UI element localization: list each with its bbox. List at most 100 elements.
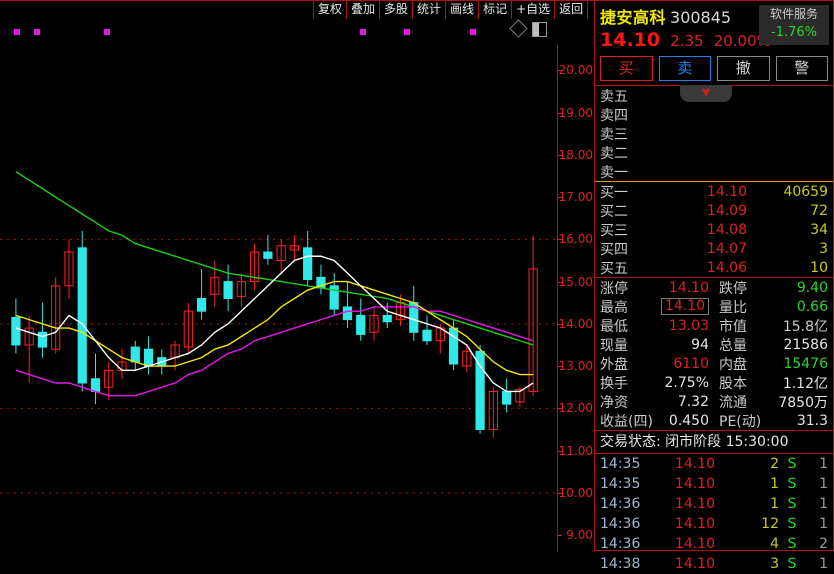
divider	[595, 453, 833, 454]
ask-row[interactable]: 卖四	[595, 105, 833, 124]
toolbar-item-fuquan[interactable]: 复权	[313, 1, 348, 19]
price-change: 2.35	[670, 32, 704, 50]
stat-value: 13.03	[668, 317, 709, 334]
axis-tick	[558, 366, 562, 368]
buy-button[interactable]: 买	[600, 56, 653, 81]
stat-row: 净资 7.32 流通 7850万	[595, 392, 833, 411]
tick-volume: 12	[761, 516, 779, 532]
bid-row[interactable]: 买五 14.06 10	[595, 258, 833, 277]
tick-row[interactable]: 14:36 14.10 4 S 2	[595, 534, 833, 554]
stat-cell: 最高 14.10	[595, 297, 714, 317]
tick-list[interactable]: 14:35 14.10 2 S 1 14:35 14.10 1 S 1 14:36 14.10 1 S 1 1…	[595, 454, 833, 574]
toolbar-item-duogu[interactable]: 多股	[380, 1, 414, 19]
chart-marker-row	[0, 19, 557, 45]
bid-row[interactable]: 买二 14.09 72	[595, 201, 833, 220]
cancel-order-button[interactable]: 撤	[717, 56, 770, 81]
stock-name: 捷安高科	[600, 8, 667, 27]
bid-row[interactable]: 买四 14.07 3	[595, 239, 833, 258]
stat-key: 市值	[719, 318, 747, 335]
toolbar-item-biaoji[interactable]: 标记	[479, 1, 513, 19]
ask-row[interactable]: 卖三	[595, 124, 833, 143]
stat-key: 最低	[600, 318, 628, 335]
sector-badge[interactable]: 软件服务 -1.76%	[759, 5, 829, 45]
axis-tick	[558, 535, 562, 537]
toolbar-item-diejia[interactable]: 叠加	[347, 1, 381, 19]
chevron-down-icon[interactable]: ▼	[680, 85, 732, 102]
sell-button[interactable]: 卖	[658, 56, 711, 81]
tick-time: 14:35	[600, 476, 641, 492]
axis-label: 20.00	[558, 63, 593, 78]
axis-tick	[558, 239, 562, 241]
ask-row[interactable]: 卖二	[595, 143, 833, 162]
trade-button-row[interactable]: 买 卖 撤 警	[595, 51, 833, 85]
axis-tick	[558, 408, 562, 410]
tick-row[interactable]: 14:35 14.10 1 S 1	[595, 474, 833, 494]
stat-cell: 现量 94	[595, 335, 714, 355]
divider	[595, 277, 833, 278]
tick-row[interactable]: 14:36 14.10 12 S 1	[595, 514, 833, 534]
statistics-block: 涨停 14.10 跌停 9.40 最高 14.10 量比 0.66 最低 13.03 市值 15.8亿…	[595, 278, 833, 430]
bid-label: 买三	[600, 222, 628, 239]
price-change-pct: 20.00%	[713, 32, 771, 50]
tick-row[interactable]: 14:35 14.10 2 S 1	[595, 454, 833, 474]
book-divider	[595, 181, 833, 182]
bid-volume: 34	[810, 221, 828, 238]
ask-row[interactable]: 卖五	[595, 86, 833, 105]
tick-row[interactable]: 14:38 14.10 3 S 1	[595, 554, 833, 574]
stat-value: 0.450	[668, 412, 709, 429]
candlestick-plot[interactable]	[0, 45, 557, 552]
chart-marker	[470, 29, 476, 35]
axis-tick	[558, 492, 562, 494]
toolbar-item-back[interactable]: 返回	[555, 1, 589, 19]
tick-row[interactable]: 14:36 14.10 1 S 1	[595, 494, 833, 514]
axis-label: 19.00	[558, 105, 593, 120]
toolbar-item-add-watchlist[interactable]: +自选	[512, 1, 556, 19]
bid-volume: 3	[819, 240, 828, 257]
alert-button[interactable]: 警	[775, 56, 828, 81]
bid-row[interactable]: 买三 14.08 34	[595, 220, 833, 239]
stat-cell: 换手 2.75%	[595, 373, 714, 393]
chart-panel[interactable]: 复权 叠加 多股 统计 画线 标记 +自选 返回 20.00 19.00 18.00…	[0, 0, 595, 552]
stat-key: 收益(四)	[600, 413, 653, 430]
bid-label: 买一	[600, 184, 628, 201]
quote-panel[interactable]: 捷安高科 300845 14.10 2.35 20.00% 软件服务 -1.76%…	[595, 0, 834, 572]
stat-key: 跌停	[719, 280, 747, 297]
stat-row: 外盘 6110 内盘 15476	[595, 354, 833, 373]
stat-key: 内盘	[719, 356, 747, 373]
tick-price: 14.10	[674, 556, 715, 572]
ask-row[interactable]: 卖一	[595, 162, 833, 181]
tick-side: S	[787, 536, 797, 552]
stat-row: 现量 94 总量 21586	[595, 335, 833, 354]
tick-time: 14:36	[600, 516, 641, 532]
axis-label: 9.00	[566, 528, 593, 543]
tick-price: 14.10	[674, 476, 715, 492]
order-book-bids: 买一 14.10 40659 买二 14.09 72 买三 14.08 34 买…	[595, 182, 833, 277]
tick-time: 14:36	[600, 496, 641, 512]
tick-price: 14.10	[674, 516, 715, 532]
stock-title-row: 捷安高科 300845	[600, 4, 828, 28]
stat-cell: 收益(四) 0.450	[595, 411, 714, 431]
bid-volume: 40659	[783, 183, 828, 200]
tick-volume: 4	[770, 536, 779, 552]
stat-value: 15.8亿	[782, 318, 828, 335]
stat-key: 外盘	[600, 356, 628, 373]
bid-volume: 10	[810, 259, 828, 276]
ask-label: 卖四	[600, 107, 628, 124]
toolbar-item-huaxian[interactable]: 画线	[446, 1, 480, 19]
tick-volume: 1	[770, 496, 779, 512]
quote-header: 捷安高科 300845 14.10 2.35 20.00% 软件服务 -1.76%	[595, 1, 833, 51]
bid-label: 买二	[600, 203, 628, 220]
sector-name: 软件服务	[769, 7, 818, 21]
axis-label: 11.00	[558, 443, 593, 458]
tick-count: 2	[819, 536, 828, 552]
box-icon[interactable]	[532, 22, 547, 37]
chart-toolbar[interactable]: 复权 叠加 多股 统计 画线 标记 +自选 返回	[313, 1, 589, 19]
stat-value: 14.10	[660, 298, 709, 315]
ask-label: 卖五	[600, 88, 628, 105]
stat-row: 换手 2.75% 股本 1.12亿	[595, 373, 833, 392]
stat-cell: 流通 7850万	[714, 392, 833, 412]
price-row: 14.10 2.35 20.00%	[600, 29, 828, 51]
tick-price: 14.10	[674, 496, 715, 512]
bid-row[interactable]: 买一 14.10 40659	[595, 182, 833, 201]
toolbar-item-tongji[interactable]: 统计	[413, 1, 447, 19]
